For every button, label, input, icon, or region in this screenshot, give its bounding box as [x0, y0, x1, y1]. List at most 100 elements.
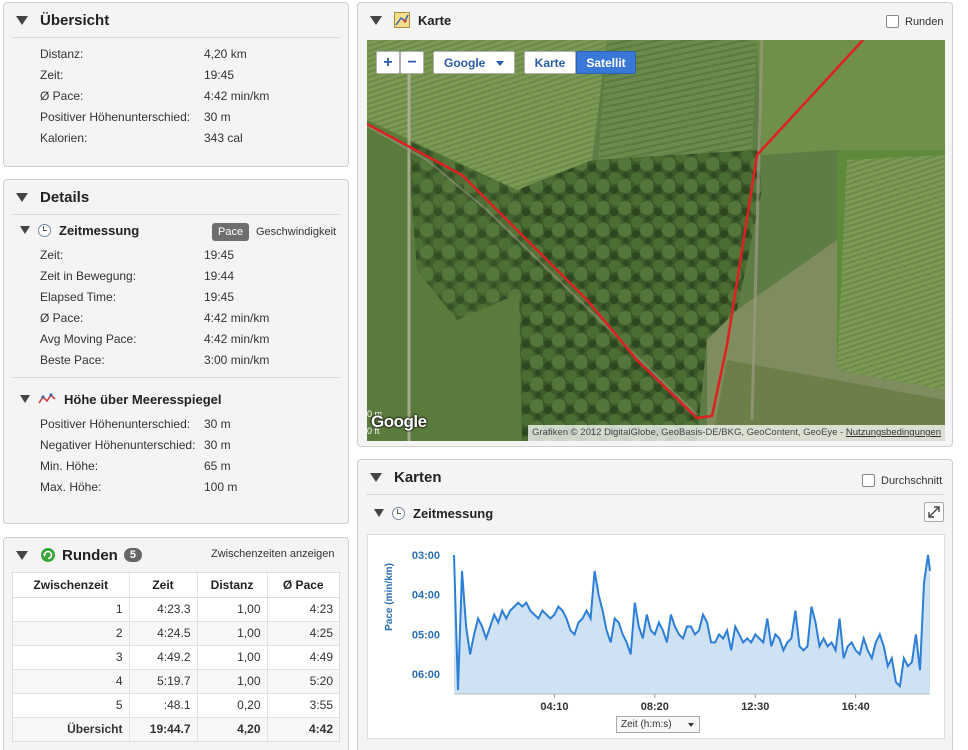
stat-label: Positiver Höhenunterschied:	[40, 110, 191, 124]
summary-cell: 4:42	[266, 717, 339, 741]
stat-value: 4:42 min/km	[204, 311, 270, 325]
collapse-triangle-icon[interactable]	[16, 192, 28, 202]
column-header[interactable]: Zwischenzeit	[13, 573, 129, 598]
stat-row: Kalorien: 343 cal	[4, 128, 348, 149]
table-cell: 4:49.2	[128, 645, 197, 670]
average-checkbox-label: Durchschnitt	[881, 474, 943, 487]
x-tick-label: 16:40	[842, 701, 870, 713]
stat-value: 343 cal	[204, 131, 243, 145]
map-provider-value: Google	[444, 55, 486, 70]
zoom-in-button[interactable]: +	[376, 51, 400, 74]
table-cell: 1,00	[196, 645, 267, 670]
expand-chart-button[interactable]	[924, 502, 944, 522]
collapse-triangle-icon[interactable]	[374, 509, 384, 517]
zoom-out-button[interactable]: −	[400, 51, 424, 74]
speed-toggle-link[interactable]: Geschwindigkeit	[256, 226, 337, 238]
table-cell: 4:24.5	[128, 621, 197, 646]
x-axis-select-value: Zeit (h:m:s)	[621, 719, 672, 730]
laps-header[interactable]: Runden 5 Zwischenzeiten anzeigen	[4, 538, 348, 572]
overview-header[interactable]: Übersicht	[4, 3, 348, 37]
x-tick-label: 12:30	[741, 701, 769, 713]
collapse-triangle-icon[interactable]	[20, 395, 30, 403]
table-cell: 2	[13, 621, 129, 646]
summary-cell: 4,20	[196, 717, 267, 741]
chevron-down-icon	[496, 61, 504, 66]
table-cell: 1	[13, 597, 129, 622]
x-axis-select[interactable]: Zeit (h:m:s)	[616, 716, 700, 733]
details-title: Details	[40, 188, 90, 206]
stat-row: Beste Pace: 3:00 min/km	[4, 350, 348, 371]
stat-value: 4:42 min/km	[204, 332, 270, 346]
laps-toggle[interactable]: Runden	[886, 15, 944, 28]
table-cell: 4	[13, 669, 129, 694]
map-provider-select[interactable]: Google	[433, 51, 515, 74]
stat-row: Zeit: 19:45	[4, 65, 348, 86]
table-cell: 4:25	[266, 621, 339, 646]
table-cell: 4:49	[266, 645, 339, 670]
chart-timing-header[interactable]: Zeitmessung	[358, 495, 952, 531]
pace-chart[interactable]: 03:00 04:00 05:00 06:00 04:10 08:20 12:30 16:4…	[368, 535, 944, 738]
column-header[interactable]: Ø Pace	[266, 573, 339, 598]
stat-label: Elapsed Time:	[40, 290, 117, 304]
attribution-text: Grafiken © 2012 DigitalGlobe, GeoBasis-D…	[532, 427, 846, 438]
laps-panel: Runden 5 Zwischenzeiten anzeigen Zwische…	[3, 537, 349, 750]
collapse-triangle-icon[interactable]	[20, 226, 30, 234]
pace-series-line	[453, 554, 931, 691]
table-cell: :48.1	[128, 693, 197, 718]
average-checkbox[interactable]	[862, 474, 875, 487]
stat-value: 19:44	[204, 269, 235, 283]
table-row[interactable]: 5:48.1 0,20 3:55	[13, 693, 339, 718]
table-cell: 1,00	[196, 669, 267, 694]
stat-row: Elapsed Time: 19:45	[4, 287, 348, 308]
table-row[interactable]: 2 4:24.5 1,00 4:25	[13, 621, 339, 646]
timing-stats: Zeit: 19:45 Zeit in Bewegung: 19:44 Elapsed …	[4, 245, 348, 371]
timing-header[interactable]: Zeitmessung Pace Geschwindigkeit	[4, 215, 348, 245]
charts-panel: Karten Durchschnitt Zeitmessung 03:00 04:…	[357, 459, 953, 750]
charts-header[interactable]: Karten Durchschnitt	[358, 460, 952, 494]
map-type-satellite-button[interactable]: Satellit	[576, 51, 636, 74]
stat-value: 19:45	[204, 290, 235, 304]
google-logo: Google	[371, 412, 427, 431]
column-header[interactable]: Zeit	[128, 573, 197, 598]
scale-feet: 0 ft	[367, 426, 380, 436]
timing-title: Zeitmessung	[59, 222, 140, 238]
table-row[interactable]: 4 5:19.7 1,00 5:20	[13, 669, 339, 694]
collapse-triangle-icon[interactable]	[16, 15, 28, 25]
laps-checkbox[interactable]	[886, 15, 899, 28]
map-header[interactable]: Karte Runden	[358, 3, 952, 37]
stat-value: 19:45	[204, 248, 235, 262]
terms-link[interactable]: Nutzungsbedingungen	[845, 427, 941, 438]
stat-label: Positiver Höhenunterschied:	[40, 417, 191, 431]
stat-label: Kalorien:	[40, 131, 88, 145]
show-splits-link[interactable]: Zwischenzeiten anzeigen	[211, 548, 335, 560]
elevation-chart-icon	[38, 393, 56, 404]
column-header[interactable]: Distanz	[196, 573, 267, 598]
average-toggle[interactable]: Durchschnitt	[862, 474, 942, 487]
table-row[interactable]: 1 4:23.3 1,00 4:23	[13, 597, 339, 622]
laps-table-header: Zwischenzeit Zeit Distanz Ø Pace	[13, 573, 339, 598]
route-line	[367, 40, 864, 420]
satellite-image	[367, 40, 945, 441]
elevation-header[interactable]: Höhe über Meeresspiegel	[4, 384, 348, 414]
map-canvas[interactable]: + − Google Karte Satellit 0 m 0 ft Googl…	[367, 40, 945, 441]
map-attribution: Grafiken © 2012 DigitalGlobe, GeoBasis-D…	[528, 425, 945, 441]
laps-checkbox-label: Runden	[905, 15, 944, 28]
collapse-triangle-icon[interactable]	[370, 15, 382, 25]
chart-timing-title: Zeitmessung	[413, 505, 494, 521]
table-row[interactable]: 3 4:49.2 1,00 4:49	[13, 645, 339, 670]
x-tick-label: 04:10	[540, 701, 568, 713]
stat-row: Ø Pace: 4:42 min/km	[4, 86, 348, 107]
stat-label: Zeit:	[40, 248, 64, 262]
y-tick-label: 04:00	[412, 590, 440, 602]
table-cell: 1,00	[196, 621, 267, 646]
map-type-map-button[interactable]: Karte	[524, 51, 576, 74]
stat-label: Ø Pace:	[40, 311, 84, 325]
divider	[12, 377, 340, 378]
collapse-triangle-icon[interactable]	[370, 472, 382, 482]
pace-toggle-button[interactable]: Pace	[212, 223, 250, 241]
stat-value: 30 m	[204, 438, 231, 452]
map-scale: 0 m 0 ft	[367, 410, 382, 436]
details-header[interactable]: Details	[4, 180, 348, 214]
stat-row: Distanz: 4,20 km	[4, 44, 348, 65]
collapse-triangle-icon[interactable]	[16, 550, 28, 560]
